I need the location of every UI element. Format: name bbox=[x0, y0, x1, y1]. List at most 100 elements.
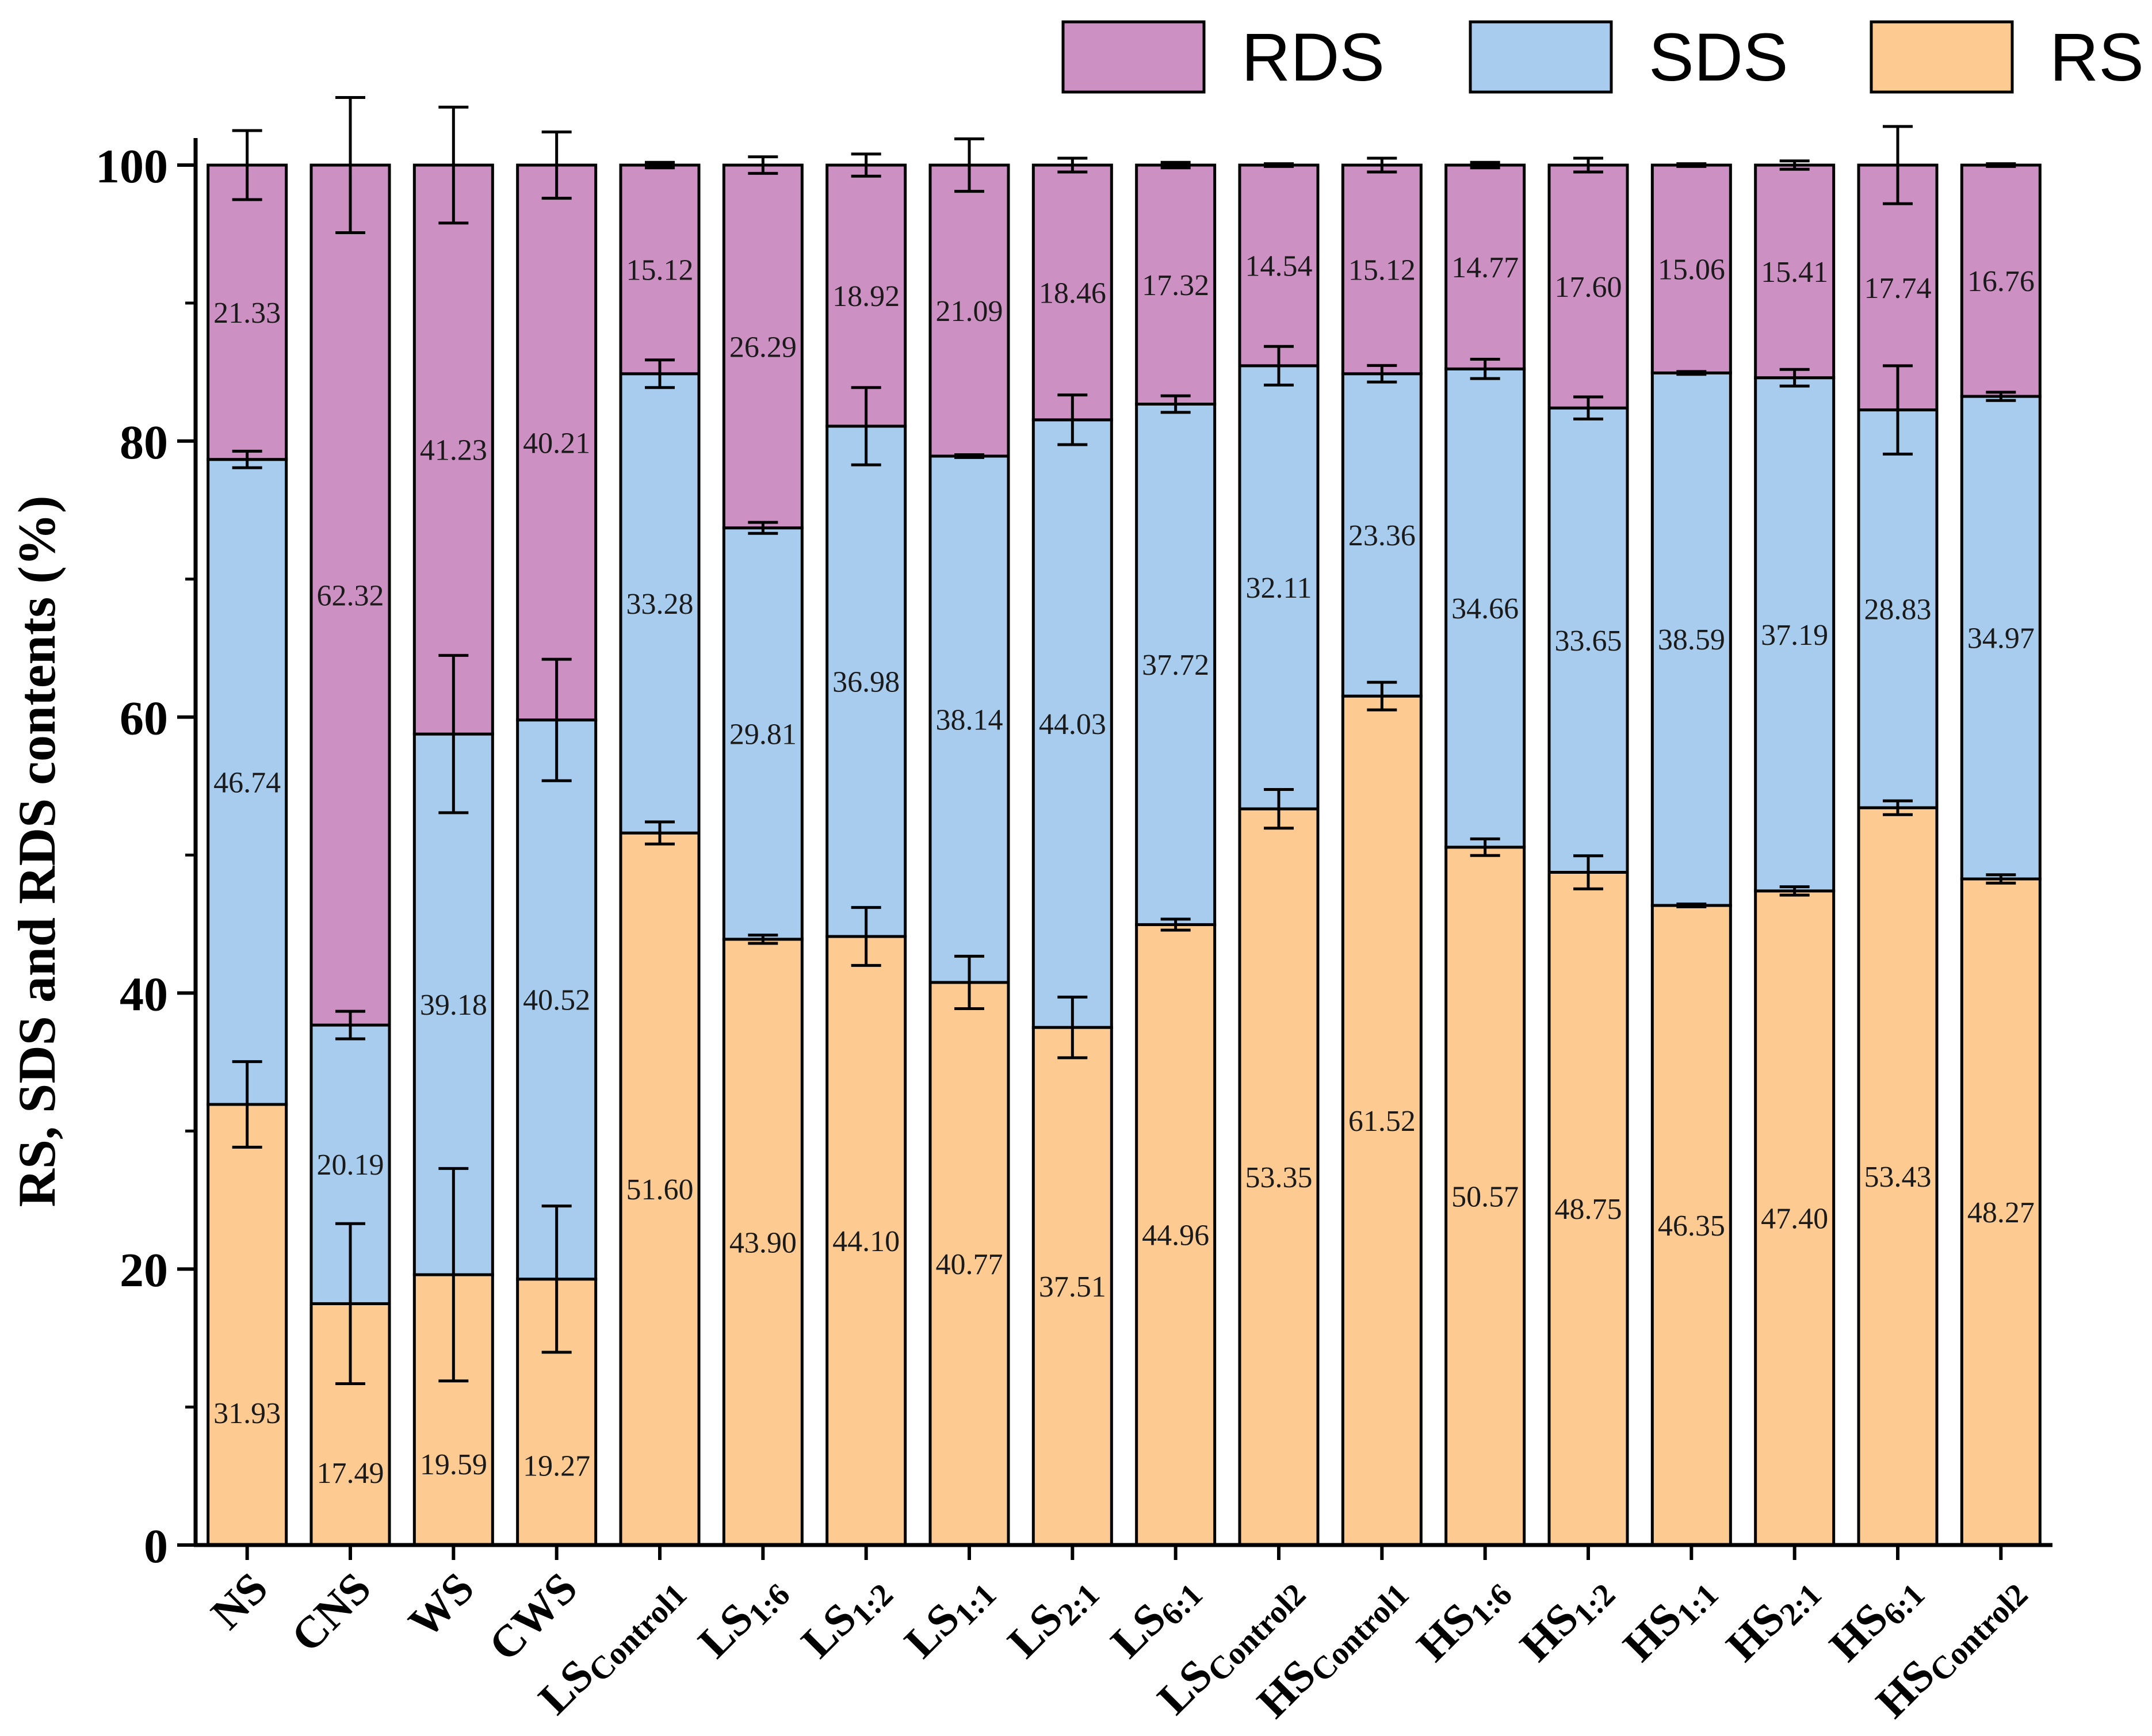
data-label-sds-17: 34.97 bbox=[1967, 622, 2035, 655]
x-tick-label-sub-11: Control1 bbox=[1304, 1577, 1416, 1689]
x-tick-label-main-0: NS bbox=[201, 1563, 277, 1639]
bar-sds-3 bbox=[516, 718, 598, 1281]
x-tick-label-13: HS1:2 bbox=[1510, 1563, 1622, 1675]
y-axis-title: RS, SDS and RDS contents (%) bbox=[7, 495, 66, 1207]
bar-rds-15 bbox=[1754, 163, 1836, 380]
data-label-rds-5: 26.29 bbox=[729, 331, 797, 364]
x-tick-label-7: LS1:1 bbox=[895, 1563, 1003, 1672]
data-label-rs-12: 50.57 bbox=[1451, 1180, 1519, 1213]
y-tick-label-60: 60 bbox=[120, 692, 168, 745]
bar-rds-8 bbox=[1031, 163, 1113, 422]
x-tick-label-1: CNS bbox=[281, 1563, 380, 1662]
bar-rs-15 bbox=[1754, 889, 1836, 1547]
legend-swatch-rds bbox=[1061, 20, 1206, 94]
data-label-rds-4: 15.12 bbox=[626, 254, 694, 286]
x-tick-label-6: LS1:2 bbox=[792, 1563, 900, 1672]
data-label-rds-9: 17.32 bbox=[1142, 269, 1209, 302]
y-tick-label-0: 0 bbox=[144, 1520, 168, 1573]
data-label-rs-7: 40.77 bbox=[936, 1248, 1003, 1281]
legend-swatch-rs bbox=[1870, 20, 2014, 94]
data-label-sds-2: 39.18 bbox=[420, 989, 487, 1022]
data-label-sds-15: 37.19 bbox=[1761, 619, 1828, 652]
data-label-sds-12: 34.66 bbox=[1451, 592, 1519, 625]
data-label-rds-14: 15.06 bbox=[1658, 254, 1725, 286]
data-label-sds-14: 38.59 bbox=[1658, 624, 1725, 656]
data-label-rds-7: 21.09 bbox=[936, 295, 1003, 328]
legend-label-rs: RS bbox=[2050, 20, 2144, 95]
y-tick-label-40: 40 bbox=[120, 968, 168, 1021]
data-label-sds-3: 40.52 bbox=[523, 984, 590, 1017]
x-tick-label-12: HS1:6 bbox=[1407, 1563, 1519, 1675]
data-label-rs-11: 61.52 bbox=[1348, 1105, 1416, 1138]
x-tick-label-8: LS2:1 bbox=[998, 1563, 1107, 1672]
bar-rds-5 bbox=[722, 163, 804, 530]
x-tick-label-14: HS1:1 bbox=[1613, 1563, 1725, 1675]
x-tick-label-sub-17: Control2 bbox=[1923, 1577, 2035, 1689]
bar-sds-17 bbox=[1960, 395, 2042, 881]
data-label-rds-6: 18.92 bbox=[832, 280, 900, 313]
y-tick-label-100: 100 bbox=[95, 140, 168, 193]
data-label-rs-10: 53.35 bbox=[1245, 1161, 1313, 1194]
data-label-rs-9: 44.96 bbox=[1142, 1219, 1209, 1252]
x-tick-label-17: HSControl2 bbox=[1866, 1563, 2035, 1731]
data-labels-layer: 31.93 46.74 21.33 17.49 20.19 62.32 19.59 39.18… bbox=[213, 250, 2035, 1490]
data-label-rs-6: 44.10 bbox=[832, 1225, 900, 1258]
data-label-rs-5: 43.90 bbox=[729, 1226, 797, 1259]
data-label-rds-13: 17.60 bbox=[1555, 271, 1622, 304]
data-label-rs-2: 19.59 bbox=[420, 1448, 487, 1481]
x-tick-label-main-1: CNS bbox=[281, 1563, 380, 1662]
data-label-rs-1: 17.49 bbox=[317, 1457, 384, 1490]
bar-rds-6 bbox=[825, 163, 907, 428]
bar-rds-7 bbox=[928, 163, 1010, 458]
bar-rds-17 bbox=[1960, 163, 2042, 398]
bar-rs-4 bbox=[619, 831, 701, 1547]
data-label-rs-8: 37.51 bbox=[1039, 1271, 1106, 1303]
bar-sds-0 bbox=[207, 458, 288, 1106]
legend-swatch-sds bbox=[1469, 20, 1613, 94]
bar-rs-6 bbox=[825, 935, 907, 1547]
data-label-sds-11: 23.36 bbox=[1348, 519, 1416, 552]
bar-rs-7 bbox=[928, 981, 1010, 1547]
x-tick-label-9: LS6:1 bbox=[1101, 1563, 1210, 1672]
data-label-rds-0: 21.33 bbox=[213, 297, 281, 330]
data-label-sds-7: 38.14 bbox=[936, 703, 1003, 736]
bar-rs-9 bbox=[1135, 923, 1217, 1547]
data-label-rs-15: 47.40 bbox=[1761, 1202, 1828, 1235]
bar-rs-16 bbox=[1857, 806, 1939, 1547]
data-label-rds-1: 62.32 bbox=[317, 580, 384, 613]
data-label-sds-16: 28.83 bbox=[1864, 593, 1932, 626]
data-label-rs-14: 46.35 bbox=[1658, 1210, 1725, 1242]
data-label-rds-2: 41.23 bbox=[420, 434, 487, 467]
data-label-rs-4: 51.60 bbox=[626, 1173, 694, 1206]
bar-rds-2 bbox=[412, 163, 494, 736]
data-label-rs-0: 31.93 bbox=[213, 1397, 281, 1430]
y-tick-label-20: 20 bbox=[120, 1244, 168, 1297]
x-tick-label-0: NS bbox=[201, 1563, 277, 1639]
data-label-sds-9: 37.72 bbox=[1142, 649, 1209, 682]
data-label-rs-17: 48.27 bbox=[1967, 1196, 2035, 1229]
bar-sds-9 bbox=[1135, 403, 1217, 926]
legend: RDS SDS RS bbox=[1061, 20, 2144, 95]
data-label-sds-6: 36.98 bbox=[832, 666, 900, 698]
data-label-rds-11: 15.12 bbox=[1348, 254, 1416, 286]
bar-rds-3 bbox=[516, 163, 598, 722]
x-tick-label-sub-4: Control1 bbox=[582, 1577, 694, 1689]
bar-sds-16 bbox=[1857, 408, 1939, 809]
data-label-sds-0: 46.74 bbox=[213, 766, 281, 799]
bar-sds-6 bbox=[825, 425, 907, 938]
bar-rs-8 bbox=[1031, 1026, 1113, 1547]
x-tick-label-15: HS2:1 bbox=[1717, 1563, 1829, 1675]
data-label-rds-10: 14.54 bbox=[1245, 250, 1313, 282]
data-label-rs-13: 48.75 bbox=[1555, 1193, 1622, 1226]
bar-rs-12 bbox=[1444, 846, 1526, 1547]
x-tick-label-11: HSControl1 bbox=[1247, 1563, 1416, 1731]
x-tick-label-main-2: WS bbox=[399, 1563, 483, 1647]
data-label-sds-10: 32.11 bbox=[1245, 572, 1312, 605]
error-bars-layer bbox=[232, 95, 2016, 1386]
data-label-rs-16: 53.43 bbox=[1864, 1161, 1932, 1194]
x-tick-label-2: WS bbox=[399, 1563, 483, 1647]
data-label-rds-17: 16.76 bbox=[1967, 265, 2035, 298]
data-label-sds-1: 20.19 bbox=[317, 1149, 384, 1181]
bar-rs-0 bbox=[207, 1103, 288, 1547]
